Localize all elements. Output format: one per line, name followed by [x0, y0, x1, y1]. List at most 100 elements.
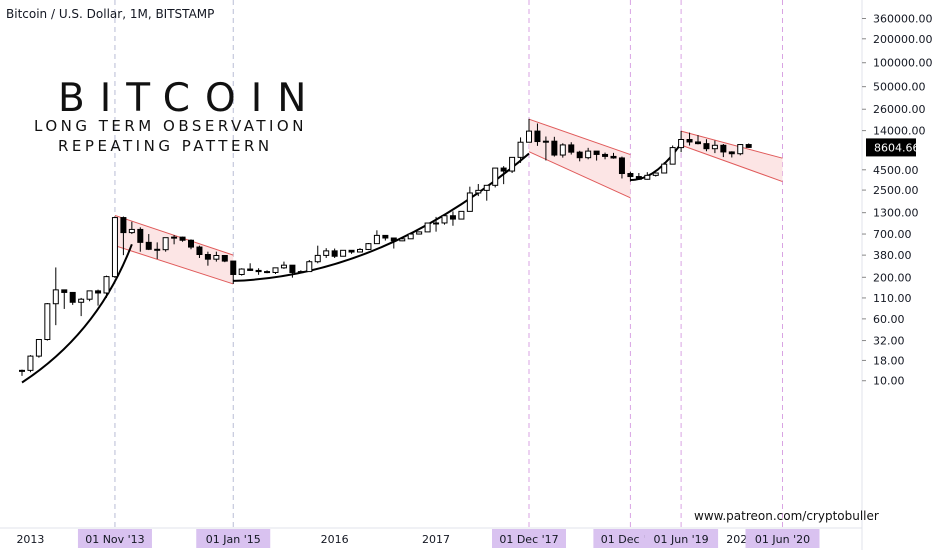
candle-body [348, 249, 355, 253]
candle [86, 290, 93, 302]
candle [69, 291, 76, 305]
price-tick-label: 380.00 [873, 249, 912, 262]
candle [517, 137, 524, 163]
price-tick-label: 100000.00 [873, 57, 932, 70]
channel-bottom-line [680, 144, 783, 183]
date-marker-badge [492, 529, 566, 548]
candle [78, 297, 85, 317]
candle-body [618, 157, 625, 175]
candle-body [323, 250, 330, 256]
price-tick-label: 4500.00 [873, 164, 919, 177]
candle [737, 143, 744, 156]
candle-body [635, 176, 642, 180]
date-marker-badge [644, 529, 719, 548]
symbol-title[interactable]: Bitcoin / U.S. Dollar, 1M, BITSTAMP [6, 7, 215, 21]
candle-body [737, 144, 744, 155]
candle-body [27, 355, 34, 371]
current-price-label: 8604.66 [874, 141, 920, 154]
candle-body [61, 289, 68, 293]
candle-body [517, 141, 524, 158]
date-marker-badge [745, 529, 820, 548]
candle [534, 123, 541, 146]
candle-body [314, 254, 321, 263]
candles [19, 118, 752, 376]
candle-body [230, 260, 237, 275]
candle-body [728, 151, 735, 155]
candle [711, 140, 718, 154]
candle-body [78, 298, 85, 303]
candle-body [492, 167, 499, 186]
candle [120, 216, 127, 256]
candle [230, 260, 237, 284]
candle-body [585, 150, 592, 159]
overlay-subtitle-2: REPEATING PATTERN [58, 137, 273, 155]
candle [407, 233, 414, 240]
candle [585, 147, 592, 160]
channel-bottom-line [114, 245, 234, 285]
candle-body [711, 144, 718, 150]
candle-body [280, 264, 287, 269]
candle-body [35, 339, 42, 357]
price-tick-label: 50000.00 [873, 81, 926, 94]
watermark: www.patreon.com/cryptobuller [694, 509, 879, 523]
candle [289, 264, 296, 278]
candle [745, 143, 752, 148]
candle-body [610, 155, 617, 159]
candle-body [424, 222, 431, 233]
candle-body [593, 150, 600, 155]
candle [44, 302, 51, 341]
candle [204, 251, 211, 266]
candle-body [644, 174, 651, 180]
candle-body [433, 222, 440, 225]
candle-body [652, 172, 659, 176]
candle [728, 151, 735, 158]
overlay-title: BITCOIN [58, 76, 322, 121]
candle [526, 118, 532, 143]
candle [500, 166, 507, 185]
price-tick-label: 1300.00 [873, 207, 919, 220]
candle-body [340, 249, 347, 257]
candle [441, 215, 448, 225]
candle [382, 234, 389, 241]
candle [340, 249, 347, 257]
candle-body [416, 231, 423, 235]
date-marker-badge [196, 529, 271, 548]
price-axis: 360000.00 200000.00 100000.00 50000.00 26000… [861, 0, 932, 550]
candle-body [137, 228, 144, 243]
price-tick-label: 110.00 [873, 292, 912, 305]
candle-body [720, 144, 727, 153]
candle-body [95, 290, 102, 294]
candle-body [449, 215, 456, 220]
candle [458, 210, 465, 220]
candle [61, 289, 68, 309]
candle-body [154, 248, 161, 251]
candle [306, 260, 313, 273]
candle-body [390, 237, 397, 242]
candle-body [509, 156, 516, 172]
candle [424, 222, 431, 233]
candle-body [204, 254, 211, 260]
candle-body [559, 144, 566, 156]
candle-body [264, 271, 271, 274]
candle-body [145, 241, 152, 250]
date-marker-label: 01 Jun '20 [755, 533, 810, 546]
date-marker-label: 01 Nov '13 [85, 533, 144, 546]
candle [213, 251, 220, 262]
candle [137, 227, 144, 252]
candle-body [526, 130, 532, 143]
candle-body [500, 167, 507, 172]
candle-body [576, 151, 583, 159]
candle [179, 236, 186, 242]
candle-body [19, 369, 25, 372]
candle [365, 243, 372, 251]
date-marker-badge [77, 529, 152, 548]
parabolic-curve [233, 152, 530, 282]
candle [264, 270, 271, 274]
price-tick-label: 700.00 [873, 228, 912, 241]
channel-top-line [528, 118, 631, 156]
candle [188, 239, 194, 250]
candle [314, 245, 321, 264]
candle-body [306, 261, 313, 273]
candle [390, 237, 397, 249]
